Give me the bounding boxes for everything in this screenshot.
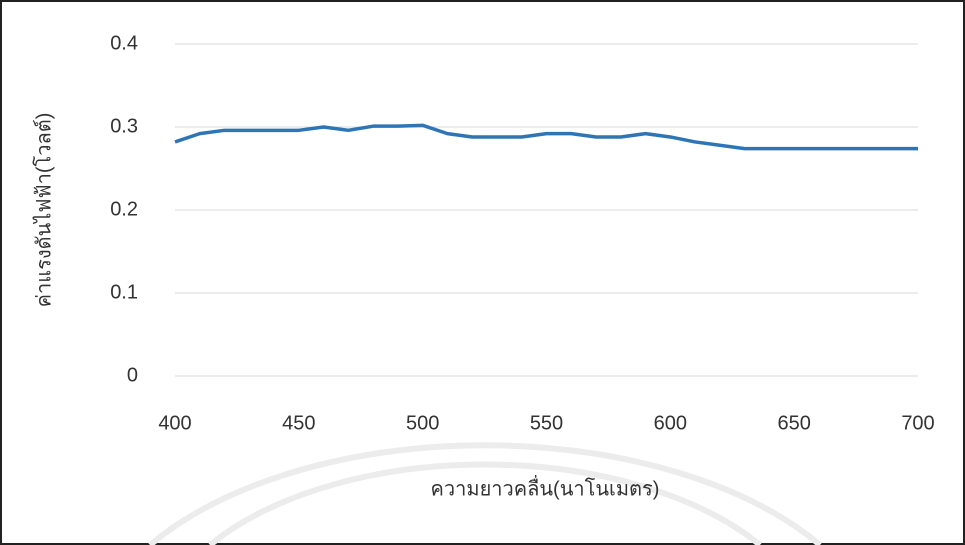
- y-tick-label: 0.4: [110, 32, 138, 54]
- y-tick-label: 0.2: [110, 198, 138, 220]
- y-axis-title: ค่าแรงดันไฟฟ้า(โวลต์): [32, 113, 55, 308]
- x-tick-label: 700: [901, 412, 934, 434]
- y-tick-label: 0.1: [110, 281, 138, 303]
- x-tick-label: 550: [530, 412, 563, 434]
- data-line: [174, 123, 918, 151]
- x-tick-label: 600: [654, 412, 687, 434]
- x-axis-title: ความยาวคลื่น(นาโนเมตร): [431, 474, 660, 500]
- y-tick-label: 0: [127, 364, 138, 386]
- y-tick-label: 0.3: [110, 115, 138, 137]
- x-tick-label: 500: [406, 412, 439, 434]
- x-tick-label: 400: [158, 412, 191, 434]
- x-tick-label: 450: [282, 412, 315, 434]
- watermark: [148, 442, 822, 545]
- x-tick-label: 650: [777, 412, 810, 434]
